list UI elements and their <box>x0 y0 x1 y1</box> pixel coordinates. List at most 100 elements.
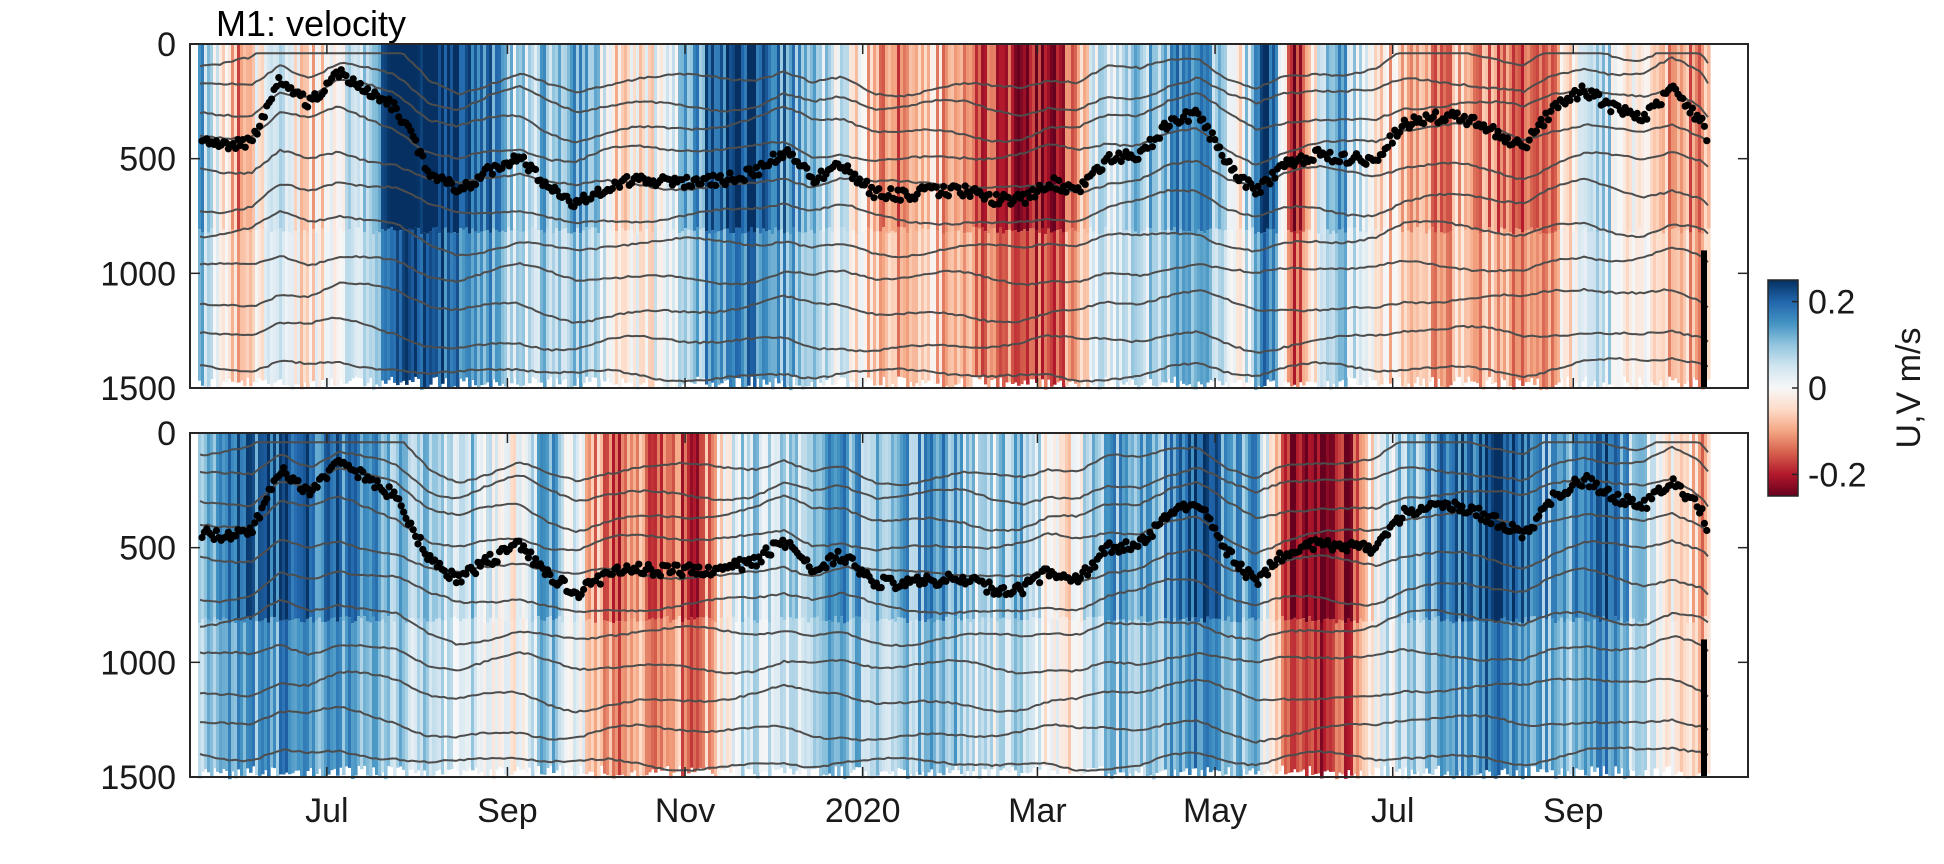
heat-cell <box>540 620 544 775</box>
heat-cell <box>396 433 400 618</box>
heat-cell <box>1464 433 1468 622</box>
heat-cell <box>426 44 430 234</box>
mld-point <box>961 182 969 190</box>
heat-cell <box>918 44 922 233</box>
heat-cell <box>1662 619 1666 772</box>
heat-cell <box>624 621 628 776</box>
mld-point <box>1062 188 1070 196</box>
heat-cell <box>798 433 802 621</box>
heat-cell <box>1626 621 1630 777</box>
heat-cell <box>384 230 388 384</box>
heat-cell <box>1359 433 1363 619</box>
heat-cell <box>693 619 697 773</box>
heat-cell <box>1536 228 1540 379</box>
heat-cell <box>327 231 331 386</box>
heat-cell <box>468 617 472 768</box>
heat-cell <box>1038 618 1042 770</box>
heat-cell <box>336 433 340 622</box>
mld-point <box>1657 101 1665 109</box>
heat-cell <box>1659 44 1663 230</box>
heat-cell <box>1299 44 1303 230</box>
heat-cell <box>1110 44 1114 229</box>
heat-cell <box>1044 616 1048 766</box>
heat-cell <box>1497 621 1501 776</box>
heat-cell <box>1611 433 1615 623</box>
heat-cell <box>936 619 940 773</box>
heat-cell <box>1257 44 1261 232</box>
heat-cell <box>666 44 670 234</box>
heat-cell <box>990 44 994 229</box>
heat-cell <box>816 433 820 617</box>
x-tick-label: Sep <box>477 792 538 830</box>
heat-cell <box>699 44 703 230</box>
heat-cell <box>951 618 955 771</box>
heat-cell <box>1296 619 1300 773</box>
heat-cell <box>978 228 982 380</box>
heat-cell <box>486 44 490 231</box>
heat-cell <box>987 233 991 389</box>
heat-cell <box>543 44 547 233</box>
heat-cell <box>1011 433 1015 617</box>
heat-cell <box>1086 44 1090 234</box>
heat-cell <box>528 44 532 231</box>
heat-cell <box>1293 433 1297 618</box>
heat-cell <box>645 621 649 776</box>
heat-cell <box>696 227 700 377</box>
heat-cell <box>930 618 934 770</box>
heat-cell <box>309 44 313 230</box>
heat-cell <box>387 616 391 767</box>
heat-cell <box>1665 616 1669 767</box>
heat-cell <box>549 227 553 377</box>
heat-cell <box>765 433 769 620</box>
heat-cell <box>1254 620 1258 775</box>
heat-cell <box>1206 230 1210 383</box>
heat-cell <box>1485 618 1489 771</box>
heat-cell <box>1017 433 1021 623</box>
heat-cell <box>462 44 466 230</box>
heat-cell <box>246 227 250 378</box>
heatmap-bottom <box>198 433 1711 780</box>
heat-cell <box>1053 231 1057 385</box>
heat-cell <box>1362 230 1366 383</box>
heat-cell <box>1047 228 1051 380</box>
mld-point <box>212 527 220 535</box>
heat-cell <box>744 617 748 769</box>
heat-cell <box>1440 621 1444 777</box>
heat-cell <box>519 44 523 233</box>
heat-cell <box>855 616 859 768</box>
heat-cell <box>1263 620 1267 774</box>
heat-cell <box>1362 621 1366 776</box>
heat-cell <box>1347 227 1351 378</box>
heat-cell <box>825 433 829 622</box>
heat-cell <box>1113 44 1117 232</box>
heat-cell <box>903 433 907 619</box>
heat-cell <box>1620 44 1624 233</box>
heat-cell <box>414 433 418 621</box>
heat-cell <box>1287 44 1291 231</box>
heat-cell <box>435 44 439 228</box>
heat-cell <box>447 618 451 770</box>
heat-cell <box>1656 44 1660 232</box>
heat-cell <box>738 433 742 622</box>
heat-cell <box>1311 433 1315 622</box>
heat-cell <box>480 44 484 232</box>
contour-line <box>199 567 1709 616</box>
heat-cell <box>456 233 460 388</box>
heat-cell <box>573 232 577 386</box>
heat-cell <box>1443 44 1447 234</box>
heat-cell <box>738 621 742 777</box>
heat-cell <box>1416 44 1420 228</box>
heat-cell <box>1122 231 1126 385</box>
heat-cell <box>999 227 1003 378</box>
mld-point <box>1518 534 1526 542</box>
heat-cell <box>1548 233 1552 389</box>
heat-cell <box>1464 44 1468 231</box>
heat-cell <box>1509 232 1513 387</box>
heat-cell <box>1095 44 1099 235</box>
heat-cell <box>1014 44 1018 231</box>
heat-cell <box>888 620 892 775</box>
heat-cell <box>321 433 325 622</box>
heat-cell <box>1554 623 1558 779</box>
heat-cell <box>1578 433 1582 619</box>
mld-point <box>263 495 271 503</box>
